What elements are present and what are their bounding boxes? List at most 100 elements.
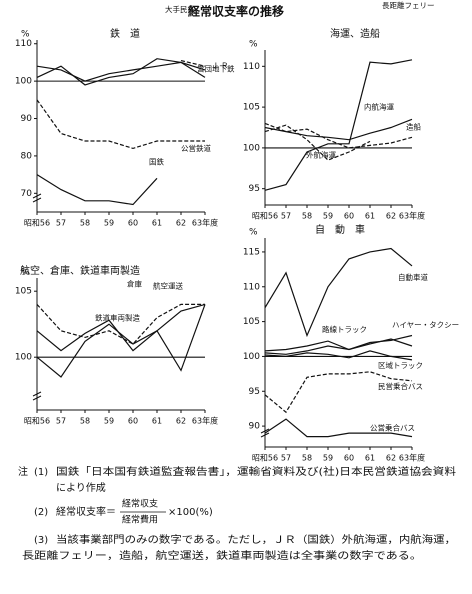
note-head: 注 [18, 465, 28, 478]
y-tick-label: 90 [249, 422, 261, 432]
series-line [264, 334, 413, 355]
chart: 鉄 道% 70 80 90 100 110 昭和56 57 58 59 60 61 62 63年度 大手民鉄… [15, 4, 235, 228]
y-tick-label: 80 [21, 151, 33, 161]
y-tick-label: 100 [243, 352, 260, 362]
chart: 海運、造船% 95 100 105 110 昭和56 57 58 59 60 61 62 63年度 長距離… [243, 0, 435, 221]
series-line [36, 61, 206, 82]
x-tick-label: 57 [281, 454, 291, 463]
note-num: (3) [34, 535, 48, 546]
series-line [264, 338, 413, 352]
x-tick-label: 63年度 [192, 218, 218, 228]
axis-break [260, 432, 270, 438]
y-tick-label: 105 [243, 317, 260, 327]
x-tick-label: 59 [104, 417, 114, 426]
series-label: 内航海運 [364, 101, 394, 111]
y-tick-label: 95 [249, 184, 260, 194]
chart: 航空、倉庫、鉄道車両製造% 100 105 昭和56 57 58 59 60 61 62 63年度 航… [15, 264, 218, 426]
x-tick-label: 57 [56, 219, 66, 228]
axis-break [32, 193, 42, 199]
series-label: 航空運送 [153, 280, 183, 290]
y-unit: % [249, 228, 258, 238]
axis-break [32, 197, 42, 203]
y-tick-label: 110 [243, 282, 260, 292]
x-tick-label: 61 [365, 212, 375, 221]
series-label: 鉄道車両製造 [95, 312, 140, 322]
x-tick-label: 昭和56 [24, 417, 50, 426]
x-tick-label: 62 [176, 417, 186, 426]
note-text: 長距離フェリー，造船，航空運送，鉄道車両製造は全事業の数字である。 [22, 549, 422, 562]
x-tick-label: 63年度 [192, 416, 218, 426]
x-tick-label: 63年度 [399, 211, 425, 221]
note-text: ×100(%) [168, 507, 213, 518]
y-tick-label: 105 [243, 103, 260, 113]
x-tick-label: 58 [80, 417, 90, 426]
note-text: 当該事業部門のみの数字である。ただし，ＪＲ（国鉄）外航海運，内航海運， [56, 533, 456, 546]
x-tick-label: 57 [281, 212, 291, 221]
series-line [36, 99, 205, 150]
series-label: Ｊ Ｒ [211, 61, 228, 70]
series-line [264, 418, 413, 438]
y-tick-label: 115 [243, 247, 260, 257]
y-unit: % [21, 30, 30, 40]
x-tick-label: 60 [128, 219, 138, 228]
series-label: 倉庫 [127, 278, 142, 288]
x-tick-label: 60 [128, 417, 138, 426]
axis-break [260, 428, 270, 434]
chart-title: 自 動 車 [315, 223, 365, 236]
note-num: (2) [34, 507, 48, 518]
series-line [264, 371, 413, 414]
series-label: 公営乗合バス [370, 423, 415, 433]
x-tick-label: 59 [323, 212, 333, 221]
axis-break [32, 391, 42, 397]
series-label: 民営乗合バス [378, 381, 423, 391]
y-tick-label: 105 [15, 287, 32, 297]
y-unit: % [249, 40, 258, 50]
series-line [36, 303, 205, 345]
series-line [264, 247, 413, 338]
x-tick-label: 58 [302, 454, 312, 463]
series-line [36, 303, 206, 352]
series-line [264, 59, 413, 191]
fraction-numerator: 経常収支 [122, 498, 158, 510]
series-label: ハイヤー・タクシー [392, 321, 459, 330]
y-tick-label: 100 [15, 353, 32, 363]
series-line [36, 304, 206, 378]
series-line [264, 350, 413, 361]
x-tick-label: 60 [344, 454, 354, 463]
series-line [36, 174, 158, 206]
y-tick-label: 110 [15, 39, 32, 49]
series-label: 長距離フェリー [382, 0, 435, 10]
note-num: (1) [34, 467, 48, 478]
note-text: 国鉄「日本国有鉄道監査報告書」，運輸省資料及び(社)日本民営鉄道協会資料 [56, 465, 456, 478]
x-tick-label: 昭和56 [252, 212, 278, 221]
notes: 注 (1) 国鉄「日本国有鉄道監査報告書」，運輸省資料及び(社)日本民営鉄道協会… [18, 465, 456, 562]
y-unit: % [21, 268, 30, 278]
y-tick-label: 70 [21, 189, 33, 199]
series-line [264, 118, 413, 141]
x-tick-label: 59 [323, 454, 333, 463]
series-line [264, 122, 413, 149]
y-tick-label: 95 [249, 387, 260, 397]
series-label: 外航海運 [306, 149, 336, 159]
y-tick-label: 110 [243, 62, 260, 72]
series-label: 路線トラック [322, 324, 367, 334]
series-label: 公営鉄道 [181, 143, 211, 153]
x-tick-label: 60 [344, 212, 354, 221]
y-tick-label: 100 [15, 77, 32, 87]
x-tick-label: 62 [386, 454, 396, 463]
series-line [180, 60, 206, 67]
x-tick-label: 59 [104, 219, 114, 228]
chart: 自 動 車% 90 95 100 105 110 115 昭和56 57 58 59 60 61 62 63… [243, 223, 459, 463]
note-text: により作成 [56, 482, 106, 494]
x-tick-label: 昭和56 [252, 454, 278, 463]
x-tick-label: 昭和56 [24, 219, 50, 228]
series-label: 営団地下鉄 [197, 63, 235, 73]
chart-title: 鉄 道 [110, 27, 140, 40]
series-label: 自動車道 [398, 272, 428, 282]
series-label: 造船 [406, 121, 421, 131]
series-label: 区域トラック [378, 360, 423, 370]
x-tick-label: 58 [302, 212, 312, 221]
series-line [36, 58, 206, 86]
series-label: 大手民鉄 [165, 4, 195, 14]
